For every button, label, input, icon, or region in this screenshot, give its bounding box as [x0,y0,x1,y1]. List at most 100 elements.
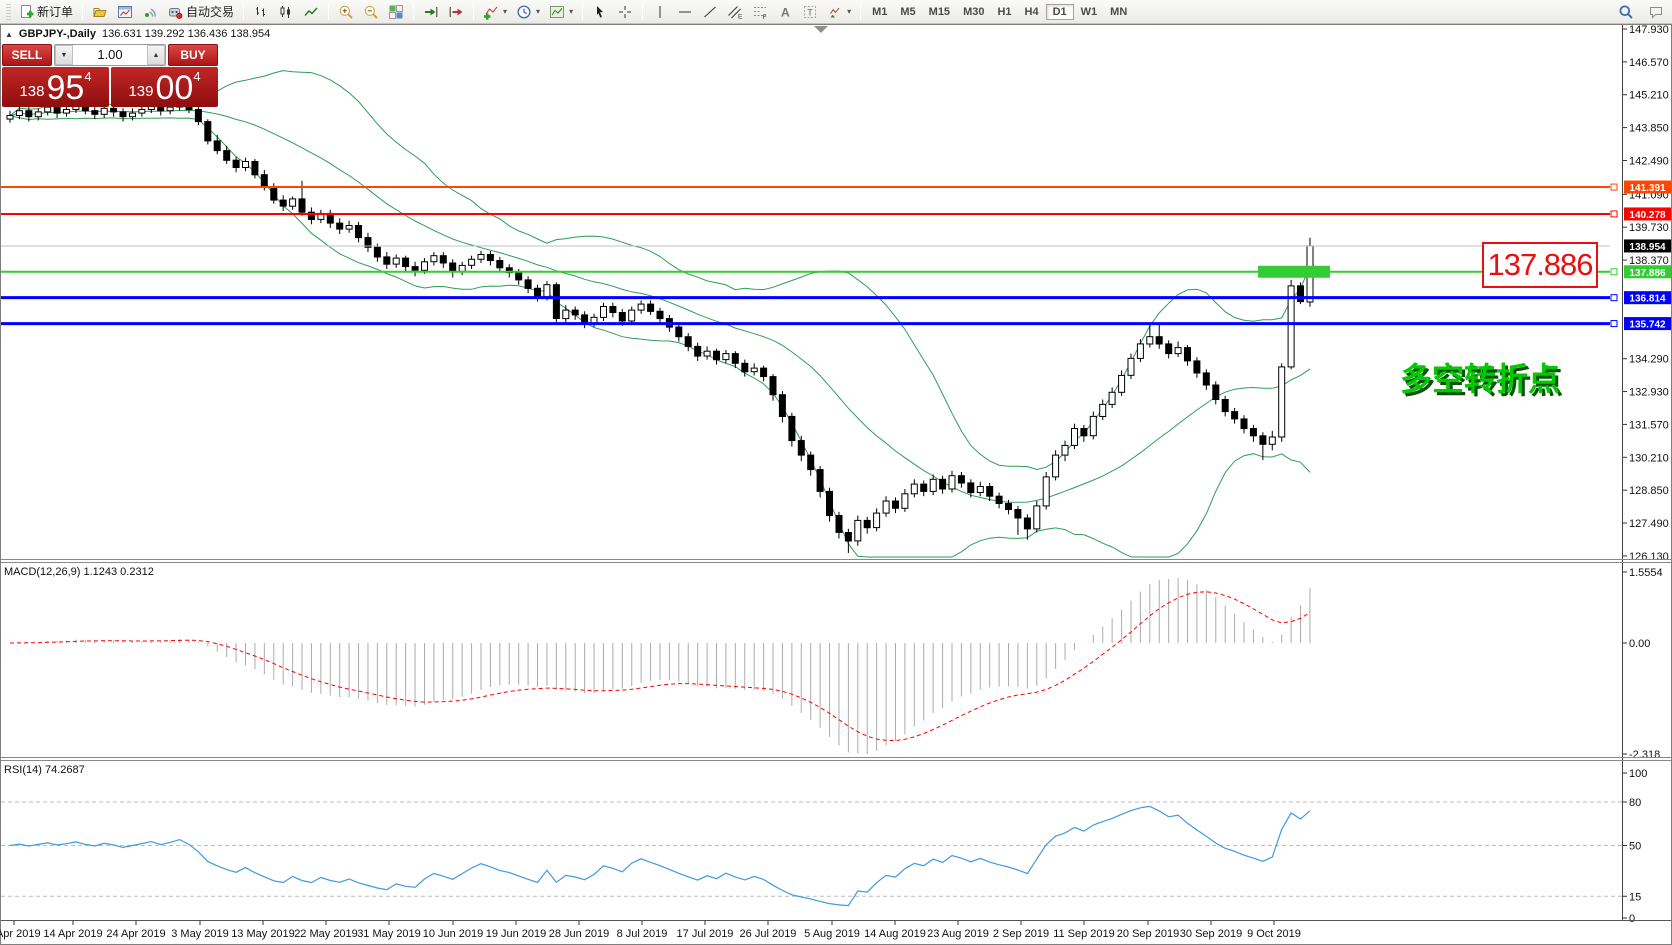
supply-zone-rectangle[interactable] [1258,265,1330,278]
candlestick-icon [278,4,294,20]
search-icon [1618,4,1634,20]
separator [243,3,245,20]
volume-down-button[interactable]: ▼ [55,45,73,65]
auto-scroll-button[interactable] [419,2,443,22]
search-button[interactable] [1614,2,1638,22]
price-callout-box[interactable]: 137.886 [1482,242,1598,288]
svg-text:19 Jun 2019: 19 Jun 2019 [486,928,547,940]
price-tag-136.814 [1624,291,1671,305]
indicators-button[interactable]: ▾ [479,2,511,22]
price-tag-135.742 [1624,317,1671,331]
tf-h4[interactable]: H4 [1024,5,1039,18]
tf-w1[interactable]: W1 [1080,5,1098,18]
price-tag-141.391 [1624,180,1671,194]
toolbar: 新订单 自动交易 ▾ ▾ ▾ E F A T ▾ [0,0,1672,24]
price-tag-137.886 [1624,265,1671,279]
svg-text:E: E [738,13,743,20]
indicators-icon [483,4,499,20]
autotrading-button[interactable]: 自动交易 [163,2,238,22]
price-axis-ticks: 147.930146.570145.210143.850142.490141.0… [1622,24,1669,563]
candlestick-mode-button[interactable] [274,2,298,22]
autotrading-icon [167,4,183,20]
chat-button[interactable] [1644,2,1668,22]
horizontal-line-icon [677,4,693,20]
line-chart-icon [303,4,319,20]
trendline-icon [702,4,718,20]
svg-text:A: A [781,5,790,19]
tile-windows-button[interactable] [384,2,408,22]
zoom-out-button[interactable] [359,2,383,22]
oneclick-collapse-icon[interactable]: ▲ [5,29,13,39]
periods-button[interactable]: ▾ [512,2,544,22]
profiles-button[interactable] [88,2,112,22]
zoom-in-button[interactable] [334,2,358,22]
svg-text:F: F [763,14,767,20]
symbol-period-label: GBPJPY-,Daily [18,28,96,40]
channel-tool[interactable]: E [723,2,747,22]
buy-button[interactable]: BUY [168,44,218,66]
svg-text:131.570: 131.570 [1629,419,1669,431]
sell-price-tile[interactable]: 138 95 4 [2,67,109,107]
arrows-icon [827,4,843,20]
cursor-icon [592,4,608,20]
new-chart-button[interactable] [113,2,137,22]
tf-m15[interactable]: M15 [928,5,951,18]
svg-text:80: 80 [1629,797,1641,809]
autotrading-label: 自动交易 [186,5,235,19]
svg-text:4 Apr 2019: 4 Apr 2019 [0,928,41,940]
sell-button[interactable]: SELL [2,44,52,66]
toolbar-grip[interactable] [6,3,11,20]
svg-text:14 Apr 2019: 14 Apr 2019 [43,928,102,940]
svg-text:14 Aug 2019: 14 Aug 2019 [864,928,926,940]
tf-m1[interactable]: M1 [872,5,888,18]
new-order-button[interactable]: 新订单 [14,2,77,22]
chinese-annotation[interactable]: 多空转折点 [1400,361,1561,397]
chart-shift-button[interactable] [444,2,468,22]
buy-price-big: 00 [155,69,194,107]
volume-input[interactable]: 1.00 [97,47,123,62]
vertical-line-icon [652,4,668,20]
trendline-tool[interactable] [698,2,722,22]
tf-d1[interactable]: D1 [1045,3,1074,20]
text-tool[interactable]: A [773,2,797,22]
macd-indicator-label: MACD(12,26,9) 1.1243 0.2312 [4,566,154,578]
separator [82,3,84,20]
svg-text:138.370: 138.370 [1629,255,1669,267]
svg-text:137.886: 137.886 [1629,268,1666,279]
svg-text:136.814: 136.814 [1629,294,1666,305]
chart-shift-marker[interactable] [814,26,828,33]
cursor-button[interactable] [588,2,612,22]
tf-h1[interactable]: H1 [997,5,1012,18]
svg-text:13 May 2019: 13 May 2019 [231,928,295,940]
fibonacci-tool[interactable]: F [748,2,772,22]
sell-price-pip: 4 [84,69,92,84]
tf-m30[interactable]: M30 [963,5,985,18]
buy-price-tile[interactable]: 139 00 4 [111,67,218,107]
svg-text:50: 50 [1629,841,1641,853]
zone-rect[interactable] [1258,265,1330,278]
chart-shift-icon [448,4,464,20]
svg-text:135.742: 135.742 [1629,320,1666,331]
vertical-line-tool[interactable] [648,2,672,22]
signals-button[interactable] [138,2,162,22]
arrows-tool[interactable]: ▾ [823,2,855,22]
svg-text:127.490: 127.490 [1629,518,1669,530]
text-label-tool[interactable]: T [798,2,822,22]
tf-m5[interactable]: M5 [900,5,916,18]
volume-up-button[interactable]: ▲ [147,45,165,65]
svg-text:20 Sep 2019: 20 Sep 2019 [1117,928,1179,940]
svg-text:139.730: 139.730 [1629,222,1669,234]
line-chart-mode-button[interactable] [299,2,323,22]
templates-button[interactable]: ▾ [545,2,577,22]
svg-text:141.391: 141.391 [1629,183,1666,194]
chart-title: ▲ GBPJPY-,Daily 136.631 139.292 136.436 … [5,28,270,40]
rsi-indicator-label: RSI(14) 74.2687 [4,764,85,776]
bar-chart-mode-button[interactable] [249,2,273,22]
svg-text:2 Sep 2019: 2 Sep 2019 [993,928,1049,940]
horizontal-line-tool[interactable] [673,2,697,22]
tf-mn[interactable]: MN [1110,5,1128,18]
horizontal-level-lines[interactable]: 141.391 140.278 137.886 136.814 135.742 138.9… [1,180,1671,331]
svg-text:26 Jul 2019: 26 Jul 2019 [740,928,797,940]
crosshair-button[interactable] [613,2,637,22]
